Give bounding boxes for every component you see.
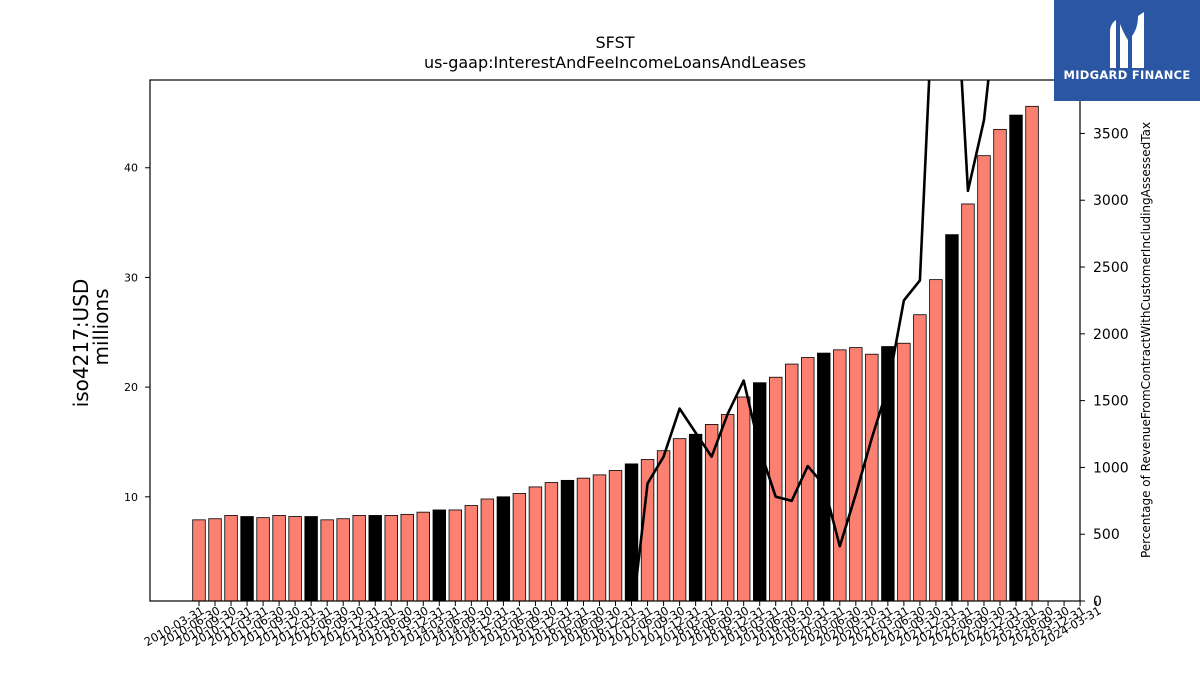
bar	[240, 516, 254, 601]
y-tick-label: 10	[124, 491, 138, 504]
bar	[1009, 114, 1023, 601]
bar	[753, 382, 767, 601]
bar	[480, 498, 495, 601]
bar	[448, 509, 463, 601]
bar	[224, 515, 238, 601]
y-axis-unit: millions	[89, 288, 113, 365]
bar	[913, 314, 927, 601]
brand-logo: MIDGARD FINANCE	[1054, 0, 1200, 101]
chart-title: SFST	[595, 33, 634, 52]
bar	[704, 424, 719, 601]
y-tick-label: 40	[124, 162, 138, 175]
bar	[432, 509, 447, 601]
bar	[736, 396, 751, 601]
bar	[929, 279, 943, 601]
bar	[769, 376, 783, 601]
plot-frame	[149, 79, 1081, 602]
x-axis: 2010-03-312010-06-302010-09-302010-12-31…	[142, 601, 1104, 649]
bar	[560, 479, 575, 601]
bar	[881, 346, 895, 601]
y2-tick-label: 3000	[1093, 193, 1129, 209]
bar	[368, 515, 382, 601]
bar	[833, 349, 847, 601]
y2-tick-label: 1500	[1093, 394, 1129, 410]
bar	[288, 516, 302, 601]
bar	[336, 518, 350, 601]
bar	[961, 203, 975, 601]
y-axis-right: 0 500 1000 1500 2000 2500 3000 3500	[1080, 126, 1129, 610]
bar	[528, 486, 543, 601]
y-axis-label: iso4217:USD	[69, 279, 93, 408]
y2-tick-label: 3500	[1093, 126, 1129, 142]
y2-tick-label: 2000	[1093, 327, 1129, 343]
bar	[688, 433, 703, 601]
bar	[785, 363, 799, 601]
bar	[464, 505, 479, 601]
line-series	[632, 80, 990, 601]
bar	[608, 470, 623, 601]
bar	[865, 353, 879, 601]
bar	[720, 414, 735, 601]
bar-series	[192, 105, 1039, 601]
bar	[592, 474, 607, 601]
y-tick-label: 30	[124, 271, 138, 284]
bar	[672, 438, 687, 601]
bar	[897, 342, 911, 601]
bar	[576, 477, 591, 601]
logo-text: MIDGARD FINANCE	[1063, 68, 1191, 82]
y2-axis-label: Percentage of RevenueFromContractWithCus…	[1139, 122, 1153, 558]
bar	[208, 518, 222, 601]
bar	[256, 517, 270, 601]
bar	[416, 511, 430, 601]
series-line	[632, 80, 990, 601]
bar	[624, 463, 639, 601]
y2-tick-label: 2500	[1093, 260, 1129, 276]
bar	[945, 234, 959, 601]
bar	[320, 519, 334, 601]
bar	[1025, 105, 1039, 601]
bar	[512, 493, 527, 601]
bar	[384, 515, 398, 601]
bar	[400, 513, 414, 601]
bar	[656, 450, 671, 601]
bar	[272, 515, 286, 601]
y2-tick-label: 1000	[1093, 460, 1129, 476]
bar	[977, 155, 991, 601]
bar	[192, 519, 206, 601]
bar	[544, 482, 559, 601]
bar	[817, 352, 831, 601]
bar	[496, 496, 511, 601]
chart-subtitle: us-gaap:InterestAndFeeIncomeLoansAndLeas…	[424, 53, 806, 72]
y-tick-label: 20	[124, 381, 138, 394]
y-axis-left: 10 20 30 40	[124, 162, 150, 504]
bar	[352, 515, 366, 601]
bar	[801, 357, 815, 601]
bar	[304, 516, 318, 601]
y2-tick-label: 500	[1093, 527, 1120, 543]
y2-tick-label: 0	[1093, 594, 1102, 610]
bar	[993, 128, 1007, 601]
midgard-logo-icon	[1110, 12, 1144, 68]
